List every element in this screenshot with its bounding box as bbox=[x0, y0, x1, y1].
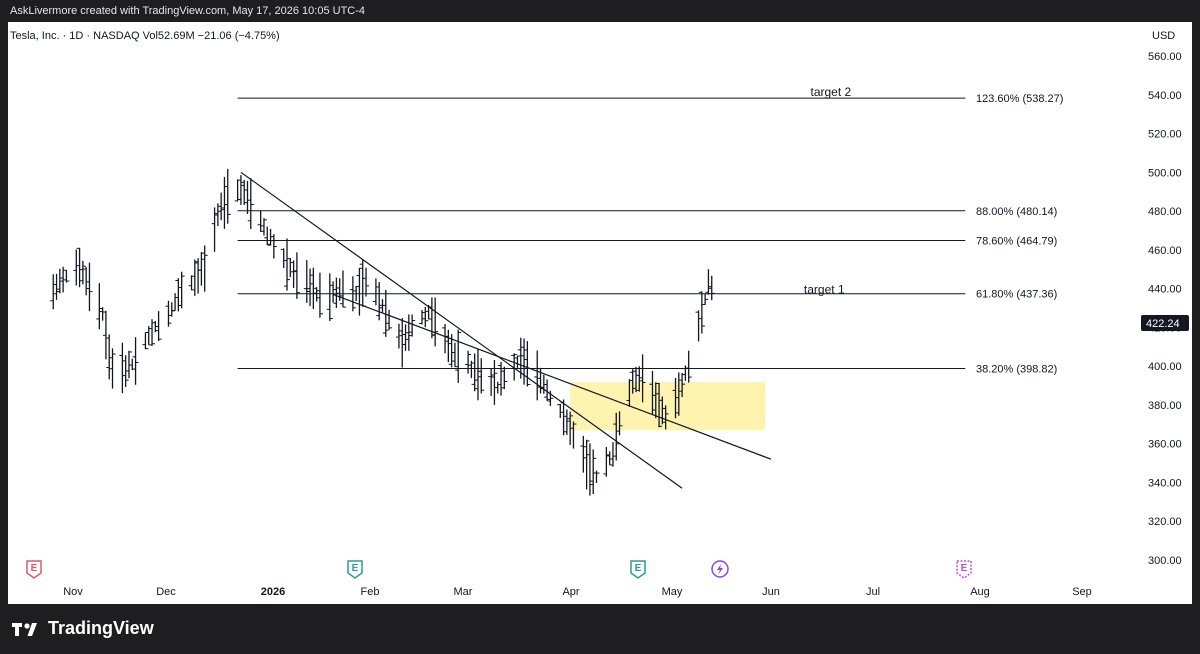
y-tick-label: 300.00 bbox=[1148, 555, 1182, 567]
y-tick-label: 400.00 bbox=[1148, 361, 1182, 373]
x-tick-label: May bbox=[662, 586, 683, 598]
target-annotation: target 1 bbox=[804, 282, 845, 296]
fib-level-label: 123.60% (538.27) bbox=[976, 93, 1063, 105]
future-earnings-icon bbox=[956, 560, 972, 579]
trend-line bbox=[240, 171, 683, 489]
y-tick-label: 500.00 bbox=[1148, 167, 1182, 179]
fib-level-label: 61.80% (437.36) bbox=[976, 289, 1057, 301]
x-tick-label: Apr bbox=[562, 586, 579, 598]
earnings-icon bbox=[630, 560, 646, 579]
earnings-icon-label: E bbox=[352, 563, 359, 574]
fib-level-label: 88.00% (480.14) bbox=[976, 206, 1057, 218]
y-tick-label: 440.00 bbox=[1148, 284, 1182, 296]
trend-line bbox=[332, 293, 772, 460]
y-tick-label: 340.00 bbox=[1148, 477, 1182, 489]
buy-zone-box bbox=[570, 381, 765, 431]
y-tick-label: 380.00 bbox=[1148, 400, 1182, 412]
earnings-icon-label: E bbox=[635, 563, 642, 574]
x-tick-label: Jul bbox=[866, 586, 880, 598]
x-tick-label: Nov bbox=[63, 586, 83, 598]
fib-level-label: 38.20% (398.82) bbox=[976, 363, 1057, 375]
x-tick-label: Jun bbox=[762, 586, 780, 598]
y-tick-label: 520.00 bbox=[1148, 129, 1182, 141]
future-earnings-icon-label: E bbox=[961, 563, 968, 574]
last-price-value: 422.24 bbox=[1146, 318, 1180, 330]
attribution-text: AskLivermore created with TradingView.co… bbox=[10, 5, 366, 17]
price-chart[interactable]: 300.00320.00340.00360.00380.00400.00420.… bbox=[8, 22, 1192, 604]
fib-level-label: 78.60% (464.79) bbox=[976, 236, 1057, 248]
earnings-icon bbox=[347, 560, 363, 579]
footer bbox=[0, 604, 1200, 654]
y-tick-label: 360.00 bbox=[1148, 439, 1182, 451]
x-tick-label: Dec bbox=[156, 586, 176, 598]
x-tick-label: Feb bbox=[361, 586, 380, 598]
y-tick-label: 320.00 bbox=[1148, 516, 1182, 528]
tradingview-logo-icon bbox=[12, 622, 37, 636]
x-tick-label: Aug bbox=[970, 586, 990, 598]
y-tick-label: 480.00 bbox=[1148, 206, 1182, 218]
earnings-icon-label: E bbox=[31, 563, 38, 574]
y-tick-label: 460.00 bbox=[1148, 245, 1182, 257]
lightning-circle-icon bbox=[711, 560, 729, 578]
brand-name: TradingView bbox=[48, 618, 154, 638]
y-tick-label: 560.00 bbox=[1148, 51, 1182, 63]
tradingview-logo[interactable]: TradingView bbox=[12, 618, 154, 639]
earnings-icon bbox=[26, 560, 42, 579]
x-tick-label: 2026 bbox=[261, 586, 285, 598]
currency-label[interactable]: USD bbox=[1152, 30, 1176, 42]
symbol-legend[interactable]: Tesla, Inc. · 1D · NASDAQ Vol52.69M −21.… bbox=[10, 30, 280, 42]
attribution-bar: AskLivermore created with TradingView.co… bbox=[0, 0, 1200, 22]
y-tick-label: 540.00 bbox=[1148, 90, 1182, 102]
x-tick-label: Mar bbox=[454, 586, 473, 598]
x-tick-label: Sep bbox=[1072, 586, 1092, 598]
last-price-tag bbox=[1141, 315, 1189, 332]
lightning-bolt-icon bbox=[717, 564, 723, 575]
chart-panel[interactable]: 300.00320.00340.00360.00380.00400.00420.… bbox=[8, 22, 1192, 604]
target-annotation: target 2 bbox=[811, 85, 852, 99]
